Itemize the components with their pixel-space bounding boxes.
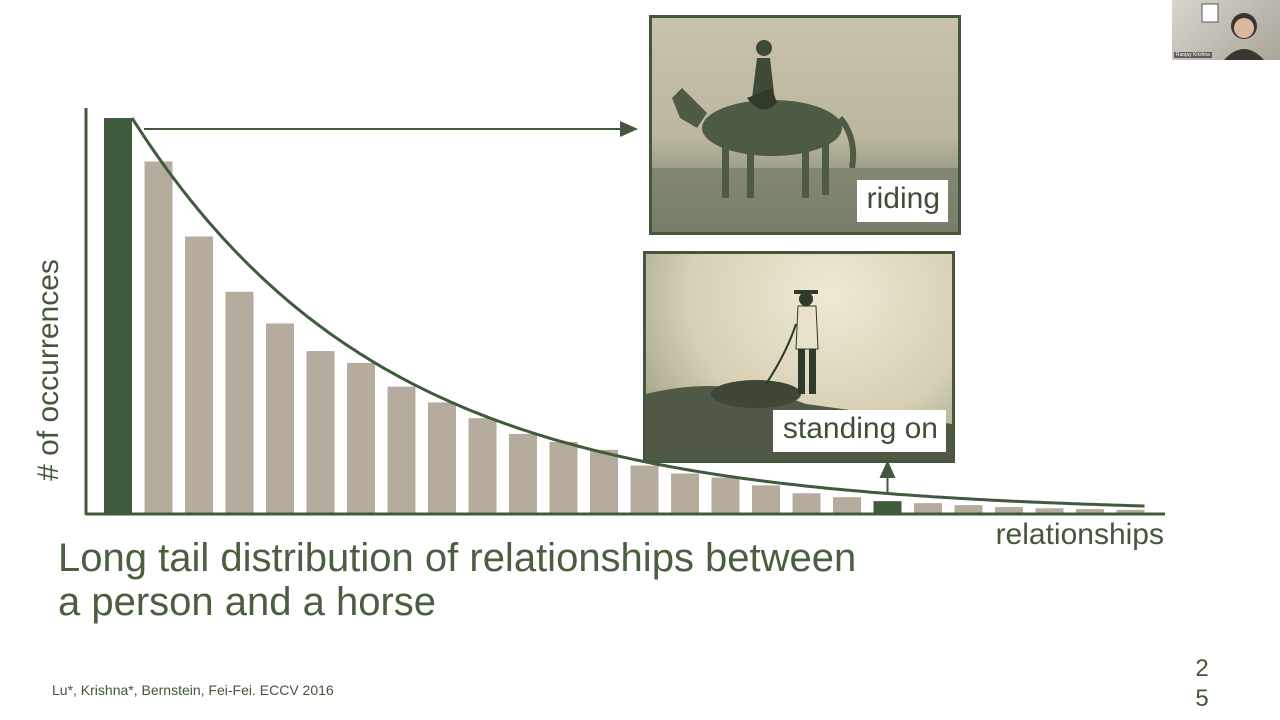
bar-23 <box>1035 508 1064 513</box>
bar-17 <box>792 493 821 513</box>
citation: Lu*, Krishna*, Bernstein, Fei-Fei. ECCV … <box>52 682 334 698</box>
bar-8 <box>428 402 456 513</box>
bar-25 <box>1116 509 1145 513</box>
bar-18 <box>833 497 861 513</box>
bar-9 <box>468 418 497 513</box>
bar-11 <box>549 441 578 513</box>
person-avatar-icon <box>1201 3 1264 60</box>
bar-0 <box>104 118 132 513</box>
x-axis-label: relationships <box>995 518 1164 551</box>
riding-photo: riding <box>649 15 961 235</box>
webcam-name-label: Ranjay Krishna <box>1174 52 1212 58</box>
bar-13 <box>630 465 659 513</box>
bar-22 <box>995 507 1023 513</box>
bar-15 <box>711 477 740 513</box>
bar-12 <box>590 449 618 513</box>
bar-21 <box>954 505 983 513</box>
bar-1 <box>144 161 173 513</box>
bar-2 <box>185 236 213 513</box>
bar-16 <box>752 485 780 513</box>
bar-19 <box>873 501 902 513</box>
bar-6 <box>347 362 375 513</box>
bar-24 <box>1076 509 1104 513</box>
standing-on-photo: standing on <box>643 251 955 463</box>
slide-title: Long tail distribution of relationships … <box>58 536 857 624</box>
bar-5 <box>306 351 335 513</box>
bar-14 <box>671 473 699 513</box>
bar-7 <box>387 386 416 513</box>
webcam-thumbnail: Ranjay Krishna <box>1172 0 1280 60</box>
trend-curve <box>130 117 1145 508</box>
riding-caption: riding <box>856 180 948 222</box>
bar-20 <box>914 503 942 513</box>
page-number: 25 <box>1195 655 1209 712</box>
bar-4 <box>266 323 294 513</box>
standing-on-caption: standing on <box>772 410 946 452</box>
bar-3 <box>225 291 254 513</box>
bar-10 <box>509 434 537 513</box>
y-axis-label: # of occurrences <box>32 259 65 481</box>
